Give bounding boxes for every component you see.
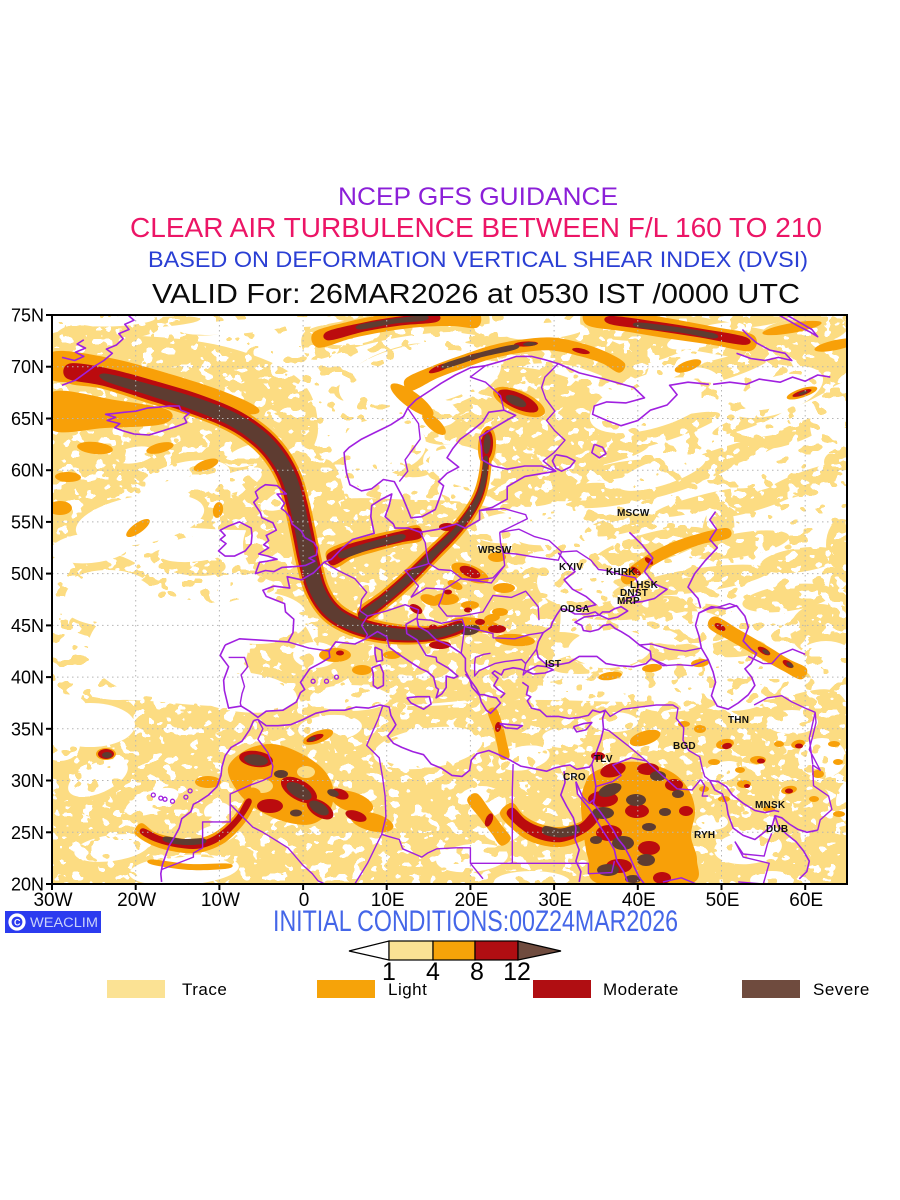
svg-text:40N: 40N [11, 668, 44, 688]
svg-text:55N: 55N [11, 512, 44, 532]
svg-text:70N: 70N [11, 357, 44, 377]
svg-text:60N: 60N [11, 461, 44, 481]
svg-text:MSCW: MSCW [617, 508, 650, 519]
svg-text:BGD: BGD [673, 741, 696, 752]
svg-text:KHRK: KHRK [606, 567, 636, 578]
svg-text:60E: 60E [789, 890, 823, 911]
svg-text:Trace: Trace [182, 980, 227, 999]
svg-text:0: 0 [299, 890, 310, 911]
svg-text:WEACLIM: WEACLIM [30, 915, 98, 930]
svg-text:Severe: Severe [813, 980, 870, 999]
svg-text:DUB: DUB [766, 824, 788, 835]
svg-text:NCEP GFS GUIDANCE: NCEP GFS GUIDANCE [338, 183, 618, 211]
svg-text:DNST: DNST [620, 588, 648, 599]
svg-text:LHSK: LHSK [630, 580, 659, 591]
svg-text:20W: 20W [117, 890, 156, 911]
svg-text:50N: 50N [11, 564, 44, 584]
svg-text:20E: 20E [454, 890, 488, 911]
svg-text:4: 4 [426, 958, 440, 986]
svg-text:ODSA: ODSA [560, 604, 590, 615]
svg-text:12: 12 [503, 958, 531, 986]
svg-text:THN: THN [728, 715, 749, 726]
svg-text:INITIAL CONDITIONS:00Z24MAR202: INITIAL CONDITIONS:00Z24MAR2026 [273, 905, 678, 938]
svg-text:KYIV: KYIV [559, 562, 583, 573]
svg-text:40E: 40E [622, 890, 656, 911]
svg-text:BASED ON DEFORMATION VERTICAL: BASED ON DEFORMATION VERTICAL SHEAR INDE… [148, 247, 808, 272]
svg-text:TLV: TLV [594, 754, 613, 765]
svg-text:35N: 35N [11, 719, 44, 739]
svg-text:C: C [14, 918, 21, 928]
svg-text:10W: 10W [201, 890, 240, 911]
svg-text:30W: 30W [33, 890, 72, 911]
svg-text:VALID For: 26MAR2026 at 0530 I: VALID For: 26MAR2026 at 0530 IST /0000 U… [152, 278, 800, 309]
svg-text:IST: IST [545, 659, 561, 670]
svg-text:25N: 25N [11, 823, 44, 843]
svg-text:Light: Light [388, 980, 427, 999]
svg-text:RYH: RYH [694, 830, 715, 841]
svg-text:30N: 30N [11, 771, 44, 791]
svg-text:10E: 10E [371, 890, 405, 911]
svg-text:20N: 20N [11, 875, 44, 895]
svg-text:MRP: MRP [617, 596, 640, 607]
svg-text:1: 1 [382, 958, 396, 986]
svg-text:30E: 30E [538, 890, 572, 911]
svg-text:8: 8 [470, 958, 484, 986]
svg-text:75N: 75N [11, 306, 44, 326]
svg-text:50E: 50E [706, 890, 740, 911]
svg-text:65N: 65N [11, 409, 44, 429]
svg-text:CLEAR AIR TURBULENCE BETWEEN F: CLEAR AIR TURBULENCE BETWEEN F/L 160 TO … [130, 212, 822, 243]
svg-text:WRSW: WRSW [478, 545, 512, 556]
svg-text:MNSK: MNSK [755, 800, 786, 811]
svg-text:CRO: CRO [563, 772, 586, 783]
svg-text:45N: 45N [11, 616, 44, 636]
svg-text:Moderate: Moderate [603, 980, 679, 999]
